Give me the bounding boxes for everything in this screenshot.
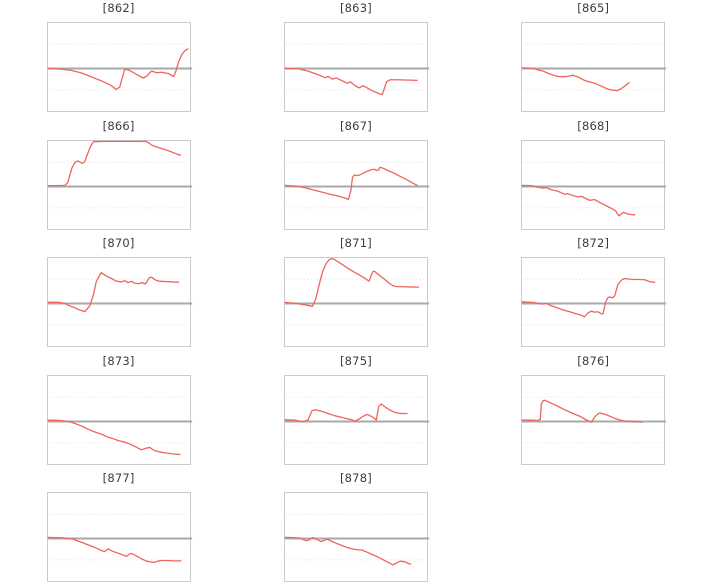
series-line: [285, 538, 411, 565]
chart-plot-area: [521, 139, 665, 230]
chart-title: [871]: [339, 236, 372, 251]
chart-canvas: [285, 23, 427, 111]
chart-title: [865]: [577, 1, 610, 15]
chart-plot-area: [283, 22, 428, 112]
chart-title: [867]: [339, 118, 372, 133]
chart-canvas: [48, 258, 190, 346]
chart-title: [877]: [102, 471, 135, 486]
chart-plot-area: [46, 22, 191, 112]
chart-title: [870]: [102, 236, 135, 251]
chart-plot-area: [46, 139, 191, 230]
chart-plot-area: [46, 492, 191, 583]
chart-plot-area: [46, 374, 191, 465]
chart-cell: [873]: [0, 353, 237, 471]
chart-cell: [872]: [475, 235, 712, 353]
chart-title: [872]: [577, 236, 610, 251]
chart-cell: [867]: [237, 118, 474, 236]
chart-title: [873]: [102, 353, 135, 368]
chart-cell: [878]: [237, 470, 474, 588]
chart-plot-area: [521, 257, 665, 348]
series-line: [48, 273, 179, 312]
chart-canvas: [285, 258, 427, 346]
chart-cell: [870]: [0, 235, 237, 353]
series-line: [285, 167, 417, 199]
chart-plot-area: [283, 257, 428, 348]
chart-canvas: [522, 23, 664, 111]
chart-title: [868]: [577, 118, 610, 133]
chart-title: [876]: [577, 353, 610, 368]
series-line: [48, 420, 180, 454]
series-line: [522, 400, 642, 422]
chart-cell: [866]: [0, 118, 237, 236]
series-line: [522, 185, 635, 215]
chart-cell: [875]: [237, 353, 474, 471]
series-line: [48, 538, 181, 563]
series-line: [285, 259, 418, 307]
series-line: [285, 404, 407, 422]
chart-cell: [877]: [0, 470, 237, 588]
chart-canvas: [285, 493, 427, 581]
chart-cell: [871]: [237, 235, 474, 353]
chart-plot-area: [283, 374, 428, 465]
chart-cell: [868]: [475, 118, 712, 236]
chart-canvas: [285, 141, 427, 229]
chart-canvas: [48, 23, 190, 111]
chart-canvas: [522, 258, 664, 346]
chart-plot-area: [46, 257, 191, 348]
chart-canvas: [48, 376, 190, 464]
chart-cell: [865]: [475, 0, 712, 118]
chart-plot-area: [283, 139, 428, 230]
chart-title: [866]: [102, 118, 135, 133]
chart-title: [878]: [339, 471, 372, 486]
chart-cell: [863]: [237, 0, 474, 118]
chart-canvas: [522, 376, 664, 464]
chart-cell: [876]: [475, 353, 712, 471]
chart-canvas: [522, 141, 664, 229]
chart-title: [862]: [102, 1, 135, 15]
chart-canvas: [285, 376, 427, 464]
series-line: [285, 68, 417, 94]
chart-title: [875]: [339, 353, 372, 368]
chart-canvas: [48, 493, 190, 581]
chart-plot-area: [283, 492, 428, 583]
series-line: [48, 49, 188, 89]
chart-canvas: [48, 141, 190, 229]
series-line: [522, 279, 655, 317]
chart-plot-area: [521, 374, 665, 465]
series-line: [522, 68, 629, 91]
chart-cell: [862]: [0, 0, 237, 118]
chart-title: [863]: [339, 1, 372, 15]
chart-plot-area: [521, 22, 665, 112]
series-line: [48, 141, 180, 185]
